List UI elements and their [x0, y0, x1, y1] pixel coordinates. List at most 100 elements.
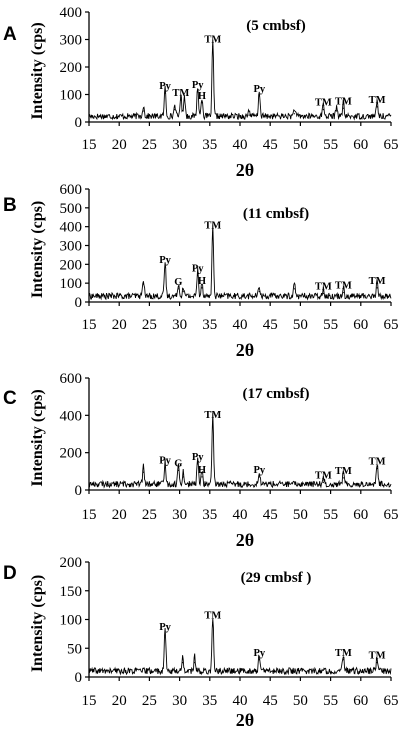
panel-3-peak-point	[212, 421, 214, 423]
panel-4-x-tick-label: 30	[172, 693, 187, 709]
panel-1-peak-point	[174, 109, 176, 111]
panel-2-x-tick-label: 25	[142, 317, 157, 333]
panel-4-peak-point	[212, 621, 214, 623]
panel-1-x-tick-label: 65	[384, 137, 399, 153]
panel-1-peak-point	[376, 106, 378, 108]
panel-3-peak-point	[182, 476, 184, 478]
panel-4-y-tick-label: 100	[60, 613, 83, 629]
panel-1-peak-point	[142, 110, 144, 112]
panel-3-peak-point	[142, 471, 144, 473]
panel-2-y-tick-label: 300	[60, 239, 83, 255]
panel-3-peak-label: TM	[204, 410, 221, 421]
panel-3-x-tick-label: 45	[263, 507, 278, 523]
panel-2-peak-point	[212, 231, 214, 233]
panel-2-peak-label: TM	[369, 276, 386, 287]
panel-2-peak-label: G	[174, 277, 182, 288]
panel-4-y-tick-label: 0	[75, 670, 83, 686]
panel-4-y-tick-label: 50	[67, 641, 82, 657]
panel-2-peak-point	[376, 287, 378, 289]
panel-3-peak-label: TM	[315, 471, 332, 482]
panel-1-peak-point	[183, 99, 186, 101]
panel-2-y-tick-label: 500	[60, 201, 83, 217]
panel-2-x-tick-label: 20	[112, 317, 127, 333]
panel-4-y-tick-label: 150	[60, 584, 83, 600]
panel-4-peak-label: Py	[159, 622, 171, 633]
panel-3-y-tick-label: 600	[60, 371, 83, 387]
panel-4-x-tick-label: 20	[112, 693, 127, 709]
panel-2-x-tick-label: 65	[384, 317, 399, 333]
panel-1-peak-point	[164, 92, 166, 94]
panel-1-peak-label: Py	[159, 81, 171, 92]
panel-2-peak-point	[182, 291, 184, 293]
panel-3-peak-point	[342, 477, 344, 479]
panel-3-x-tick-label: 20	[112, 507, 127, 523]
panel-3-peak-label: Py	[159, 456, 171, 467]
panel-4-peak-point	[194, 662, 196, 664]
panel-4-diffraction-line	[88, 618, 392, 676]
panel-3-peak-point	[164, 467, 166, 469]
panel-2-x-tick-label: 55	[323, 317, 338, 333]
panel-4-peak-label: TM	[369, 651, 386, 662]
panel-3-x-tick-label: 50	[293, 507, 308, 523]
panel-2-peak-label: Py	[159, 255, 171, 266]
panel-4-x-tick-label: 25	[142, 693, 157, 709]
panel-2-x-tick-label: 35	[202, 317, 217, 333]
panel-3-peak-point	[322, 481, 324, 484]
panel-1-x-tick-label: 30	[172, 137, 187, 153]
panel-1-peak-label: Py	[253, 84, 265, 95]
panel-1-peak-point	[342, 107, 344, 109]
panel-1-peak-point	[322, 109, 324, 111]
panel-2-peak-label: Py	[192, 264, 204, 275]
panel-3-x-tick-label: 35	[202, 507, 217, 523]
panel-3-y-tick-label: 0	[75, 483, 83, 499]
panel-4-x-tick-label: 15	[82, 693, 97, 709]
panel-1-x-tick-label: 55	[323, 137, 338, 153]
panel-3-peak-point	[197, 463, 199, 465]
panel-1-peak-point	[248, 114, 250, 116]
panel-2-x-tick-label: 40	[233, 317, 248, 333]
panel-2-peak-label: H	[198, 276, 206, 287]
panel-4-peak-point	[258, 659, 260, 661]
panel-3-x-axis-label: 2θ	[236, 530, 254, 550]
panel-2-y-tick-label: 200	[60, 257, 83, 273]
panel-1-peak-label: TM	[315, 98, 332, 109]
panel-1-x-tick-label: 15	[82, 137, 97, 153]
panel-1-peak-label: H	[198, 91, 206, 102]
panel-3-peak-point	[258, 476, 260, 478]
panel-2-y-tick-label: 600	[60, 182, 83, 198]
panel-1-peak-label: Py	[192, 80, 204, 91]
panel-4-peak-label: TM	[335, 648, 352, 659]
panel-1-y-tick-label: 300	[60, 33, 83, 49]
panel-1-peak-label: TM	[369, 95, 386, 106]
panel-1-x-axis-label: 2θ	[236, 160, 254, 180]
panel-1-y-axis-label: Intensity (cps)	[29, 22, 46, 119]
panel-1-x-tick-label: 45	[263, 137, 278, 153]
panel-2-peak-label: TM	[335, 281, 352, 292]
panel-2-x-tick-label: 50	[293, 317, 308, 333]
panel-2-peak-point	[142, 283, 144, 285]
panel-1-x-tick-label: 25	[142, 137, 157, 153]
panel-1-peak-point	[258, 95, 260, 97]
panel-3-diffraction-line	[88, 413, 392, 489]
panel-2-peak-point	[342, 291, 344, 294]
panel-3-peak-label: TM	[369, 457, 386, 468]
panel-1-y-tick-label: 400	[60, 5, 83, 21]
panel-3-x-tick-label: 60	[353, 507, 368, 523]
panel-3-peak-label: G	[174, 458, 182, 469]
panel-1-peak-point	[293, 113, 295, 115]
panel-1-x-tick-label: 50	[293, 137, 308, 153]
panel-3-letter: C	[3, 388, 17, 409]
panel-1-diffraction-line	[88, 39, 392, 121]
panel-1-y-tick-label: 0	[75, 115, 83, 131]
panel-1-peak-label: TM	[204, 34, 221, 45]
panel-2-peak-point	[293, 288, 295, 290]
panel-4-y-axis-label: Intensity (cps)	[29, 575, 46, 672]
panel-2-title: (11 cmbsf)	[243, 206, 309, 222]
panel-4-x-tick-label: 65	[384, 693, 399, 709]
panel-2-x-axis-label: 2θ	[236, 340, 254, 360]
panel-4-y-tick-label: 200	[60, 555, 83, 571]
panel-1-peak-point	[336, 110, 338, 112]
panel-4-peak-point	[182, 662, 184, 664]
